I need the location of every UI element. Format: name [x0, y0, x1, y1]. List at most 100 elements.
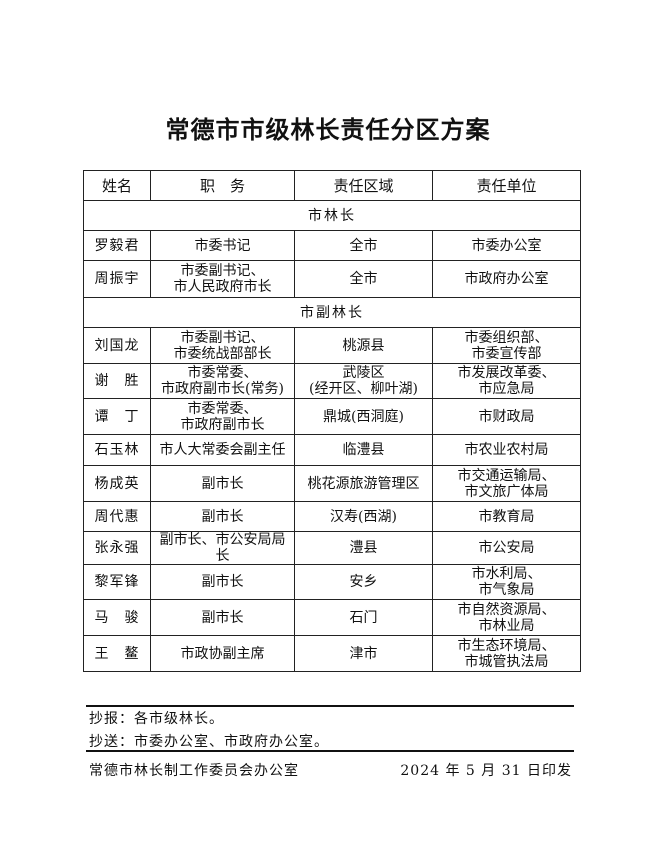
unit-line: 市应急局 — [478, 381, 535, 397]
cell-unit: 市发展改革委、 市应急局 — [432, 363, 581, 399]
cell-unit: 市财政局 — [432, 398, 581, 435]
cell-unit: 市交通运输局、 市文旅广体局 — [432, 465, 581, 502]
cell-unit: 市自然资源局、 市林业局 — [432, 599, 581, 636]
cell-area: 桃源县 — [294, 327, 433, 364]
cell-position: 副市长 — [150, 564, 295, 600]
position-line: 副市长 — [201, 475, 244, 492]
cell-area: 临澧县 — [294, 434, 433, 466]
cell-name: 周振宇 — [83, 260, 151, 298]
unit-line: 市政府办公室 — [464, 271, 549, 287]
area-line: 鼎城(西洞庭) — [323, 408, 404, 425]
header-unit: 责任单位 — [432, 170, 581, 201]
cell-unit: 市教育局 — [432, 501, 581, 532]
cell-area: 安乡 — [294, 564, 433, 600]
cell-unit: 市委办公室 — [432, 230, 581, 261]
table-row: 黎军锋 副市长 安乡 市水利局、 市气象局 — [83, 564, 581, 600]
cell-position: 副市长、市公安局局长 — [150, 531, 295, 565]
unit-line: 市交通运输局、 — [457, 467, 556, 484]
cell-name: 马 骏 — [83, 599, 151, 636]
unit-line: 市委组织部、 — [464, 329, 549, 346]
cell-name: 谢 胜 — [83, 363, 151, 399]
cell-position: 副市长 — [150, 465, 295, 502]
table-row: 杨成英 副市长 桃花源旅游管理区 市交通运输局、 市文旅广体局 — [83, 465, 581, 502]
table-row: 马 骏 副市长 石门 市自然资源局、 市林业局 — [83, 599, 581, 636]
cell-unit: 市水利局、 市气象局 — [432, 564, 581, 600]
section-row: 市副林长 — [83, 297, 581, 328]
position-line: 市委书记 — [194, 237, 251, 254]
header-name: 姓名 — [83, 170, 151, 201]
unit-line: 市水利局、 — [471, 566, 542, 582]
cell-position: 市委常委、 市政府副市长 — [150, 398, 295, 435]
cell-area: 鼎城(西洞庭) — [294, 398, 433, 435]
cell-name: 王 鳌 — [83, 635, 151, 672]
table-row: 谭 丁市委常委、 市政府副市长 鼎城(西洞庭) 市财政局 — [83, 398, 581, 435]
cell-unit: 市农业农村局 — [432, 434, 581, 466]
area-line: 武陵区 — [342, 365, 385, 381]
cell-position: 市委常委、 市政府副市长(常务) — [150, 363, 295, 399]
cc-report: 抄报：各市级林长。 — [89, 711, 224, 727]
position-line: 副市长、市公安局局长 — [159, 532, 286, 564]
cell-position: 副市长 — [150, 501, 295, 532]
area-line: 桃花源旅游管理区 — [307, 475, 420, 492]
cell-name: 黎军锋 — [83, 564, 151, 600]
header-position: 职 务 — [150, 170, 295, 201]
cc-send: 抄送：市委办公室、市政府办公室。 — [89, 734, 329, 750]
cell-name: 周代惠 — [83, 501, 151, 532]
position-line: 市委统战部部长 — [173, 345, 272, 362]
unit-line: 市委办公室 — [471, 237, 542, 254]
cell-name: 石玉林 — [83, 434, 151, 466]
table-row: 周代惠 副市长 汉寿(西湖) 市教育局 — [83, 501, 581, 532]
cell-area: 武陵区 (经开区、柳叶湖) — [294, 363, 433, 399]
cell-position: 市人大常委会副主任 — [150, 434, 295, 466]
area-line: 全市 — [349, 271, 378, 287]
position-line: 市委副书记、 — [180, 329, 265, 346]
unit-line: 市公安局 — [478, 540, 535, 556]
unit-line: 市农业农村局 — [464, 442, 549, 458]
position-line: 市政府副市长 — [180, 416, 265, 433]
position-line: 副市长 — [201, 609, 244, 626]
position-line: 市委副书记、 — [180, 263, 265, 279]
unit-line: 市自然资源局、 — [457, 601, 556, 618]
cell-area: 石门 — [294, 599, 433, 636]
area-line: 全市 — [349, 237, 378, 254]
cell-name: 罗毅君 — [83, 230, 151, 261]
cell-area: 汉寿(西湖) — [294, 501, 433, 532]
cell-area: 全市 — [294, 230, 433, 261]
cell-position: 副市长 — [150, 599, 295, 636]
area-line: 安乡 — [349, 574, 378, 590]
cell-name: 张永强 — [83, 531, 151, 565]
unit-line: 市教育局 — [478, 508, 535, 525]
cell-position: 市政协副主席 — [150, 635, 295, 672]
unit-line: 市委宣传部 — [471, 345, 542, 362]
table-row: 刘国龙 市委副书记、 市委统战部部长 桃源县 市委组织部、 市委宣传部 — [83, 327, 581, 364]
unit-line: 市城管执法局 — [464, 653, 549, 670]
table-row: 周振宇 市委副书记、 市人民政府市长 全市 市政府办公室 — [83, 260, 581, 298]
position-line: 市人民政府市长 — [173, 279, 272, 295]
position-line: 市委常委、 — [187, 365, 258, 381]
unit-line: 市气象局 — [478, 582, 535, 598]
unit-line: 市文旅广体局 — [464, 483, 549, 500]
cell-unit: 市公安局 — [432, 531, 581, 565]
table-row: 王 鳌 市政协副主席 津市 市生态环境局、 市城管执法局 — [83, 635, 581, 672]
header-area: 责任区域 — [294, 170, 433, 201]
section-label: 市林长 — [83, 200, 581, 231]
issuer: 常德市林长制工作委员会办公室 — [89, 763, 299, 779]
area-line: 石门 — [349, 609, 378, 626]
cell-name: 刘国龙 — [83, 327, 151, 364]
cell-area: 澧县 — [294, 531, 433, 565]
cell-area: 桃花源旅游管理区 — [294, 465, 433, 502]
position-line: 副市长 — [201, 508, 244, 525]
responsibility-table: 姓名 职 务 责任区域 责任单位 市林长 罗毅君 市委书记 全市 市委办公室 周振宇 市委副… — [83, 170, 581, 672]
issue-date: 2024 年 5 月 31 日印发 — [400, 763, 572, 779]
unit-line: 市林业局 — [478, 617, 535, 634]
divider — [86, 705, 574, 707]
section-row: 市林长 — [83, 200, 581, 231]
section-label: 市副林长 — [83, 297, 581, 328]
table-row: 张永强 副市长、市公安局局长 澧县 市公安局 — [83, 531, 581, 565]
unit-line: 市生态环境局、 — [457, 637, 556, 654]
table-header-row: 姓名 职 务 责任区域 责任单位 — [83, 170, 581, 201]
cell-position: 市委书记 — [150, 230, 295, 261]
area-line: 汉寿(西湖) — [330, 508, 397, 525]
area-line: 津市 — [349, 645, 378, 662]
cell-unit: 市生态环境局、 市城管执法局 — [432, 635, 581, 672]
